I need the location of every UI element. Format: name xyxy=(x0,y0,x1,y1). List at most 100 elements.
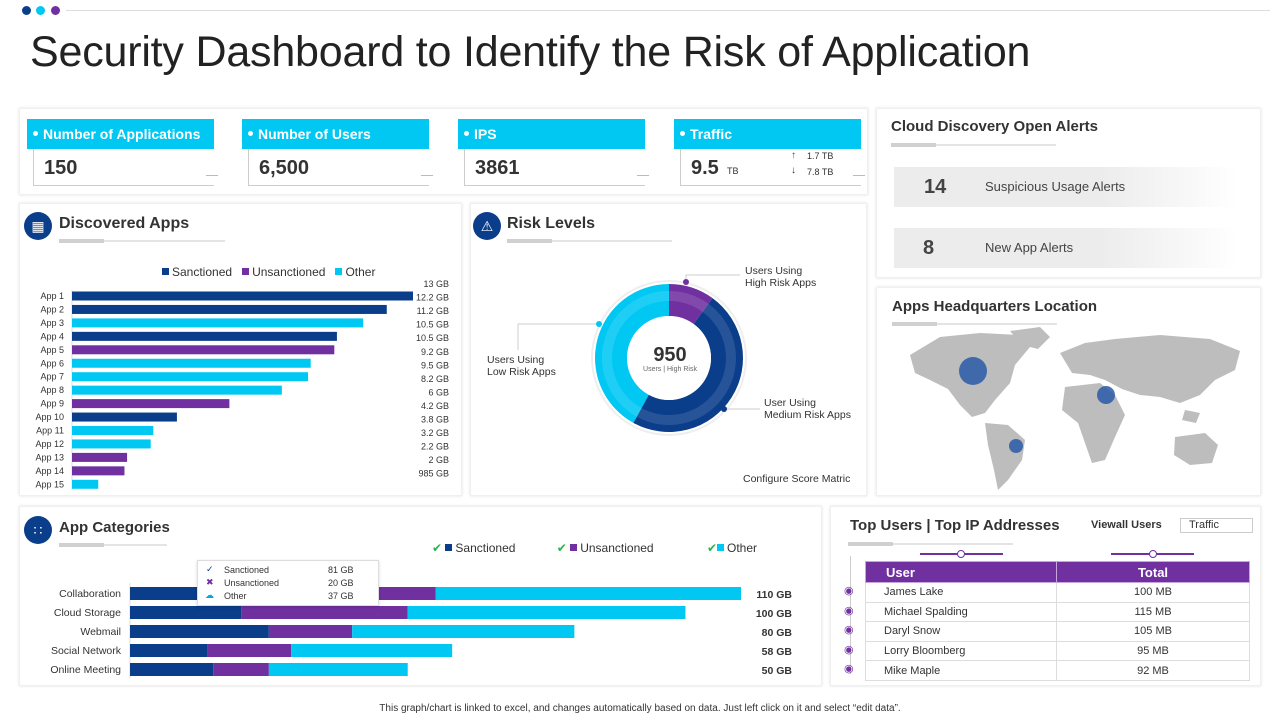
alerts-title: Cloud Discovery Open Alerts xyxy=(891,118,1098,135)
kpi-unit: TB xyxy=(727,166,739,176)
decor-dot xyxy=(36,6,45,15)
category-bar-segment[interactable] xyxy=(407,606,686,619)
donut-slice[interactable] xyxy=(669,284,713,325)
column-total: Total xyxy=(1056,561,1250,583)
view-all-users-link[interactable]: Viewall Users xyxy=(1091,519,1162,531)
slider-handle[interactable] xyxy=(957,550,965,558)
app-bar[interactable] xyxy=(72,452,128,462)
category-label: Webmail xyxy=(80,626,121,638)
kpi-value: 6,500 xyxy=(259,157,310,179)
user-name: Daryl Snow xyxy=(865,621,1057,642)
legend-unsanctioned: Unsanctioned xyxy=(580,541,654,555)
alert-label: Suspicious Usage Alerts xyxy=(985,179,1126,194)
app-bar[interactable] xyxy=(72,466,125,476)
top-users-title: Top Users | Top IP Addresses xyxy=(850,517,1060,534)
user-name: Michael Spalding xyxy=(865,601,1057,623)
legend-other: Other xyxy=(727,541,758,555)
label-low-risk: Users Using Low Risk Apps xyxy=(487,354,556,378)
kpi-value: 3861 xyxy=(475,157,520,179)
category-bar-segment[interactable] xyxy=(241,606,408,619)
app-value-label: 8.2 GB xyxy=(421,374,449,384)
kpi-label: Number of Applications xyxy=(27,119,214,149)
table-row[interactable]: Lorry Bloomberg 95 MB xyxy=(865,640,1250,662)
category-bar-segment[interactable] xyxy=(352,625,575,638)
risk-center-label: Users | High Risk xyxy=(643,366,697,373)
divider xyxy=(66,10,1270,11)
user-total: 115 MB xyxy=(1056,601,1250,623)
apps-icon: ▦ xyxy=(24,212,52,240)
discovered-apps-title: Discovered Apps xyxy=(59,215,190,232)
app-bar[interactable] xyxy=(72,385,282,395)
x-icon: ✖ xyxy=(206,577,214,587)
app-categories-title: App Categories xyxy=(59,519,170,536)
app-label: App 3 xyxy=(40,318,64,328)
slider-handle[interactable] xyxy=(1149,550,1157,558)
alert-new-app[interactable]: 8 New App Alerts xyxy=(894,228,1238,268)
category-label: Social Network xyxy=(51,645,122,657)
app-bar[interactable] xyxy=(72,426,154,435)
category-bar-segment[interactable] xyxy=(213,663,269,676)
app-bar[interactable] xyxy=(72,345,335,355)
category-total: 80 GB xyxy=(762,627,793,639)
configure-score-link[interactable]: Configure Score Matric xyxy=(743,473,851,485)
app-label: App 4 xyxy=(40,331,64,341)
app-bar[interactable] xyxy=(72,331,337,341)
title-underline xyxy=(59,239,225,243)
pointer-icon: ◉ xyxy=(844,624,854,637)
category-bar-segment[interactable] xyxy=(130,663,214,676)
table-row[interactable]: James Lake 100 MB xyxy=(865,582,1250,603)
category-label: Collaboration xyxy=(59,588,121,600)
africa-shape xyxy=(1062,383,1125,463)
title-underline xyxy=(848,542,1013,546)
kpi-label: Number of Users xyxy=(242,119,429,149)
kpi-users: Number of Users 6,500 xyxy=(242,119,433,186)
app-bar[interactable] xyxy=(72,372,309,382)
decor-dot xyxy=(51,6,60,15)
australia-shape xyxy=(1174,433,1218,465)
app-bar[interactable] xyxy=(72,412,177,422)
world-map xyxy=(910,327,1240,490)
app-label: App 6 xyxy=(40,358,64,368)
category-total: 110 GB xyxy=(756,589,792,601)
app-bar[interactable] xyxy=(72,304,387,314)
app-bar[interactable] xyxy=(72,439,151,449)
category-bar-segment[interactable] xyxy=(268,625,353,638)
category-bar-segment[interactable] xyxy=(291,644,453,657)
app-value-label: 9.2 GB xyxy=(421,347,449,357)
donut-slice[interactable] xyxy=(633,298,743,433)
category-bar-segment[interactable] xyxy=(130,644,208,657)
category-bar-segment[interactable] xyxy=(130,625,269,638)
category-total: 50 GB xyxy=(762,665,793,677)
traffic-filter-select[interactable]: Traffic xyxy=(1180,518,1253,533)
app-bar[interactable] xyxy=(72,318,364,328)
map-marker-south-america[interactable] xyxy=(1009,439,1023,453)
map-marker-middle-east[interactable] xyxy=(1097,386,1115,404)
divider xyxy=(850,556,851,674)
table-row[interactable]: Daryl Snow 105 MB xyxy=(865,621,1250,642)
table-row[interactable]: Mike Maple 92 MB xyxy=(865,660,1250,681)
table-row[interactable]: Michael Spalding 115 MB xyxy=(865,601,1250,623)
app-label: App 11 xyxy=(36,426,64,436)
app-value-label: 11.2 GB xyxy=(417,306,449,316)
category-bar-segment[interactable] xyxy=(435,587,742,600)
category-bar-segment[interactable] xyxy=(130,606,242,619)
check-icon: ✓ xyxy=(206,564,214,574)
category-bar-segment[interactable] xyxy=(207,644,292,657)
app-bar[interactable] xyxy=(72,291,413,301)
app-bar[interactable] xyxy=(72,479,99,489)
legend-unsanctioned: Unsanctioned xyxy=(252,265,326,279)
donut-slice[interactable] xyxy=(595,284,669,423)
app-bar[interactable] xyxy=(72,399,230,409)
top-users-table: User Total James Lake 100 MB Michael Spaldi… xyxy=(865,561,1250,681)
app-label: App 12 xyxy=(35,439,64,449)
map-marker-north-america[interactable] xyxy=(959,357,987,385)
app-bar[interactable] xyxy=(72,358,311,368)
alert-suspicious-usage[interactable]: 14 Suspicious Usage Alerts xyxy=(894,167,1238,207)
discovered-apps-chart: App 1 App 2 App 3 App 4 App 5 App 6 App 7 App 8… xyxy=(35,279,449,490)
map-title: Apps Headquarters Location xyxy=(892,298,1098,315)
kpi-label: Traffic xyxy=(674,119,861,149)
greenland-shape xyxy=(1010,327,1050,349)
column-user: User xyxy=(865,561,1057,583)
category-label: Cloud Storage xyxy=(54,607,121,619)
category-bar-segment[interactable] xyxy=(268,663,408,676)
